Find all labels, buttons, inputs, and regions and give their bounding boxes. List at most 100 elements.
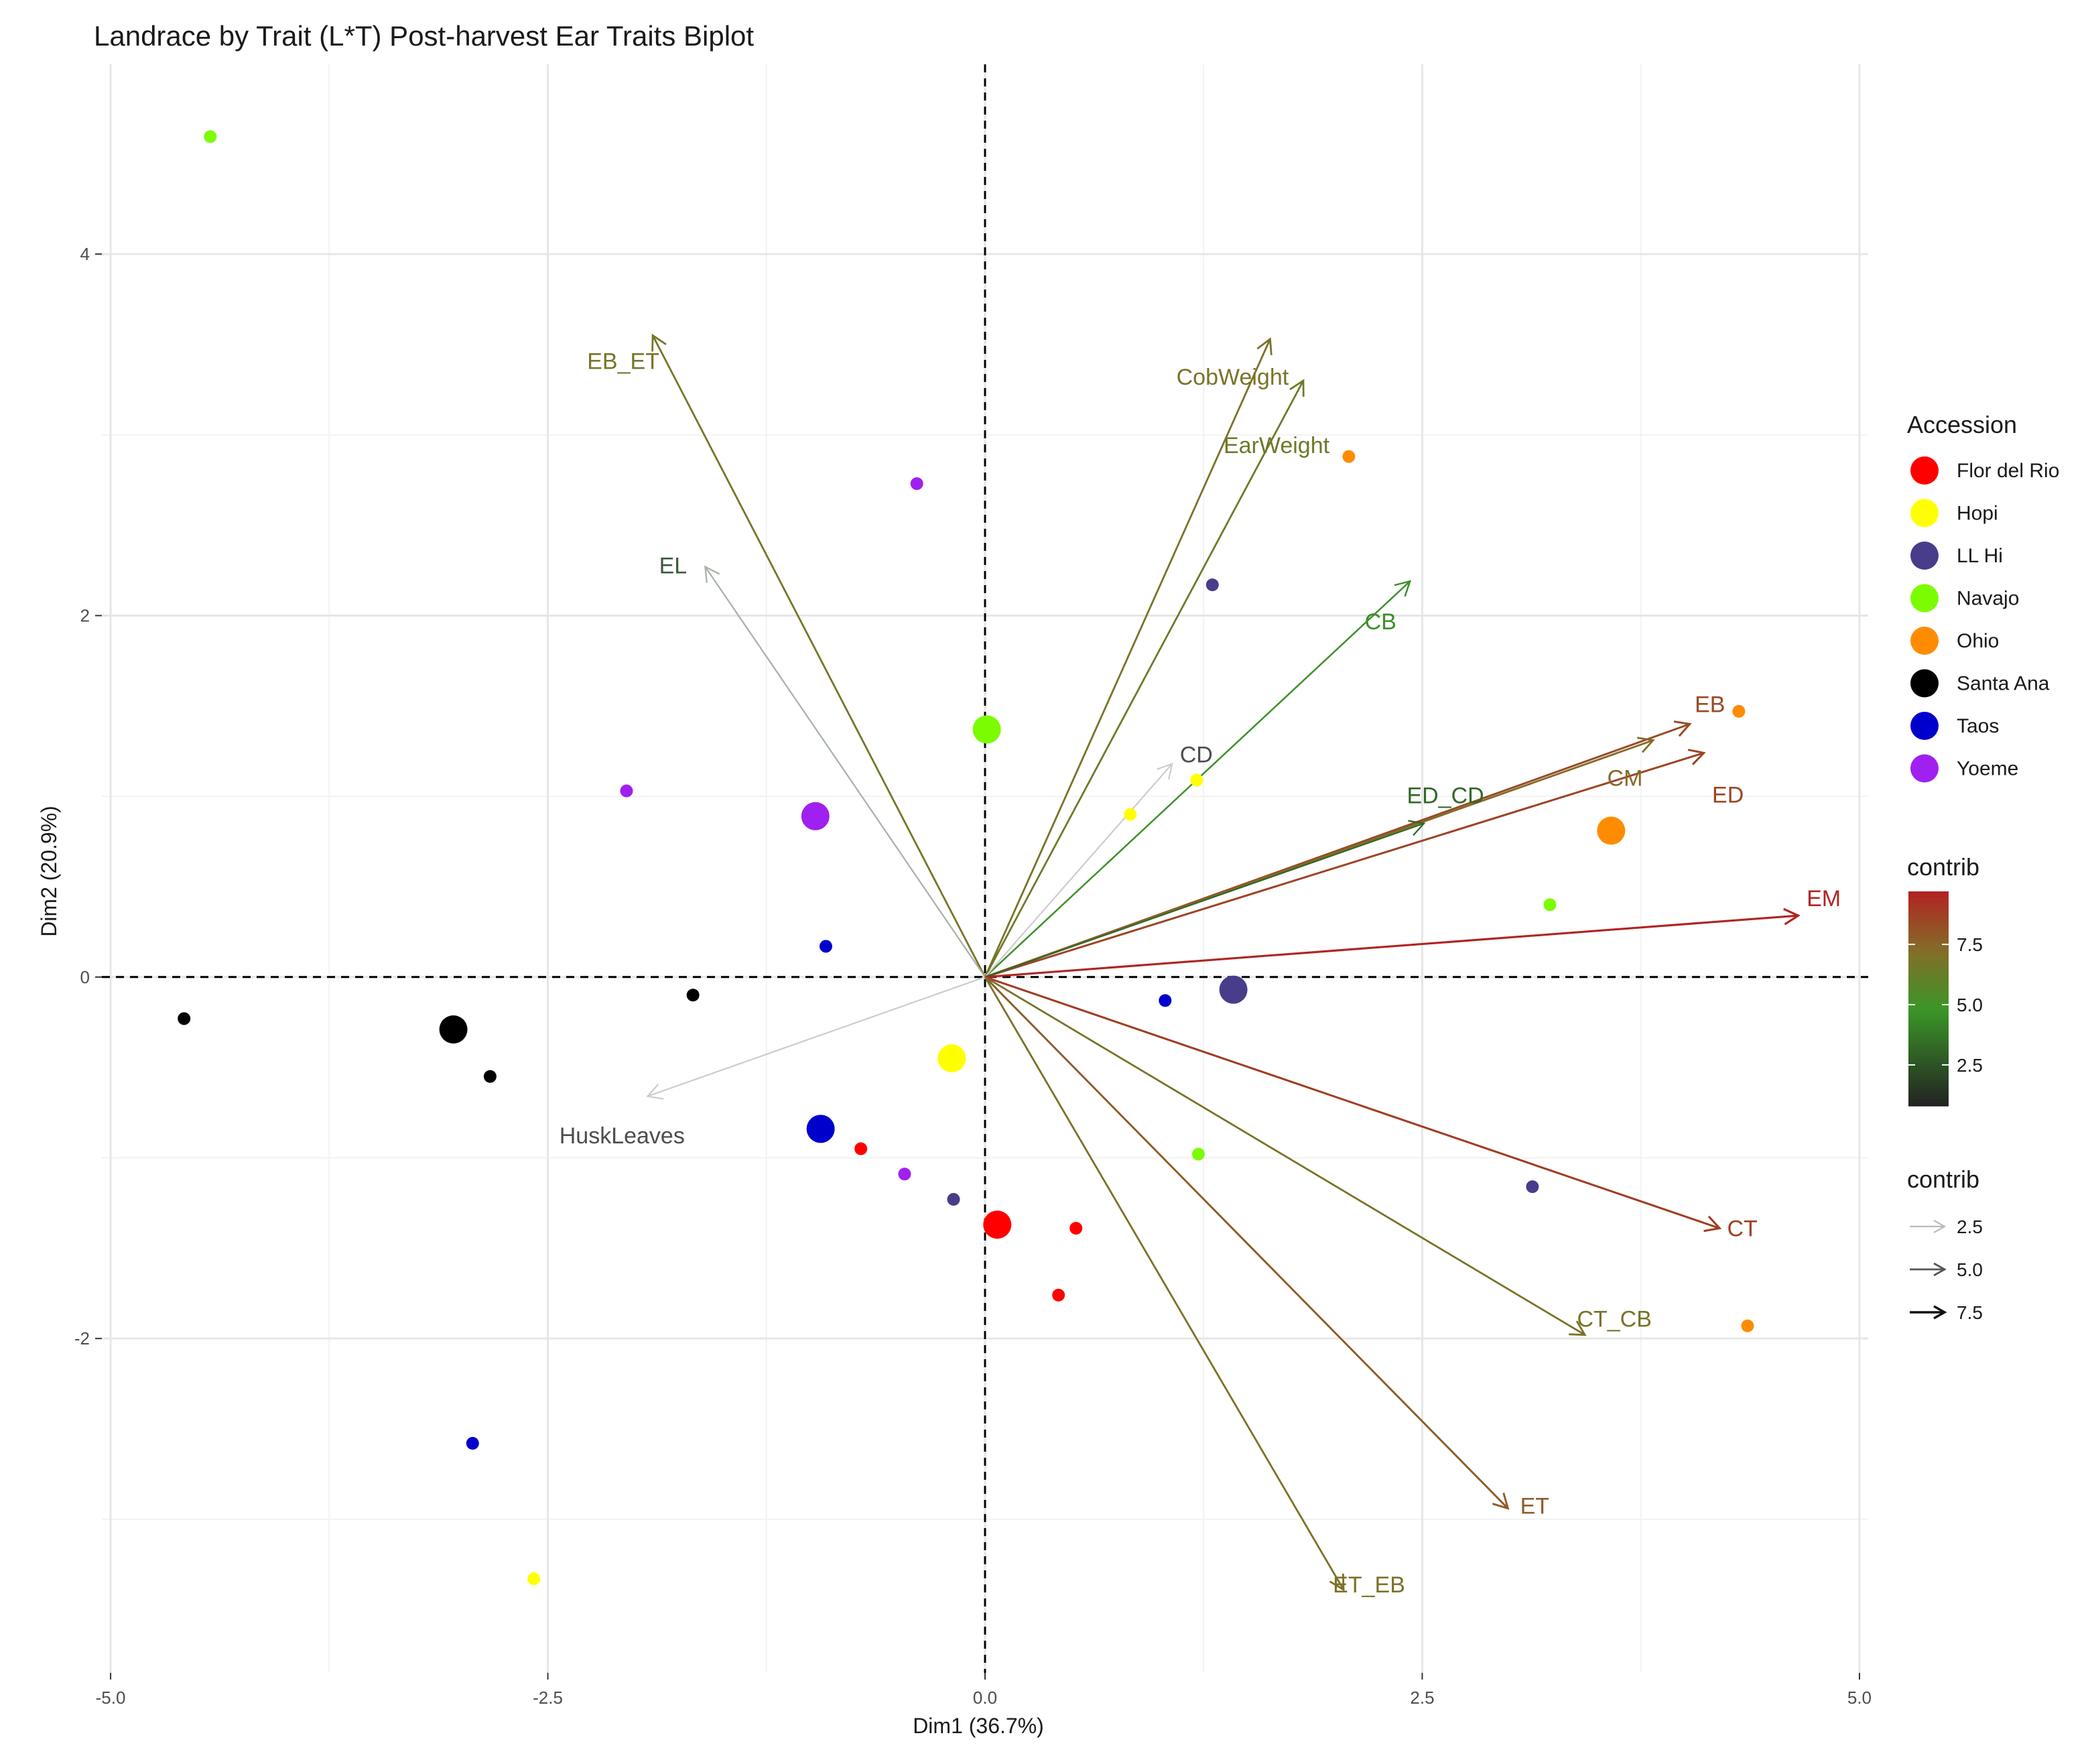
- colorbar-segment-59: [1908, 1089, 1949, 1093]
- arrow-earweight: [984, 380, 1305, 978]
- variable-label-eb: EB: [1695, 692, 1725, 717]
- colorbar-segment-37: [1908, 1015, 1949, 1019]
- arrow-cd: [984, 763, 1173, 978]
- colorbar-segment-61: [1908, 1096, 1949, 1100]
- arrow-et: [984, 976, 1509, 1509]
- legend-width-label-1: 5.0: [1957, 1259, 1983, 1280]
- colorbar-segment-6: [1908, 911, 1949, 916]
- arrowhead-et-eb: [1329, 1573, 1345, 1592]
- colorbar-segment-35: [1908, 1009, 1949, 1013]
- colorbar-segment-24: [1908, 972, 1949, 976]
- colorbar-segment-43: [1908, 1035, 1949, 1040]
- y-tick-label-3: 4: [80, 244, 90, 264]
- point-ll-hi-16: [947, 1192, 960, 1206]
- arrow-ct-cb: [984, 976, 1585, 1336]
- centroid-ohio: [1597, 816, 1626, 845]
- colorbar-segment-56: [1908, 1079, 1949, 1083]
- centroid-santa-ana: [439, 1015, 468, 1044]
- legend-key-taos: [1910, 712, 1939, 740]
- colorbar-segment-32: [1908, 999, 1949, 1003]
- legend-key-ohio: [1910, 627, 1939, 655]
- point-flor-del-rio-19: [1052, 1288, 1065, 1302]
- variable-label-ct-cb: CT_CB: [1577, 1307, 1651, 1332]
- x-tick-label-4: 5.0: [1847, 1688, 1872, 1708]
- arrow-cobweight: [984, 338, 1271, 978]
- point-taos-22: [466, 1437, 479, 1450]
- arrowhead-huskleaves: [646, 1084, 664, 1100]
- arrowhead-cd: [1157, 762, 1173, 780]
- variable-label-cobweight: CobWeight: [1177, 365, 1289, 390]
- arrowhead-cobweight: [1256, 337, 1273, 355]
- point-yoeme-15: [898, 1168, 911, 1181]
- y-axis-label: Dim2 (20.9%): [37, 806, 61, 937]
- colorbar-segment-47: [1908, 1049, 1949, 1053]
- point-ohio-21: [1741, 1319, 1754, 1332]
- colorbar-segment-21: [1908, 962, 1949, 966]
- point-navajo-0: [204, 130, 217, 143]
- colorbar-segment-44: [1908, 1039, 1949, 1043]
- point-flor-del-rio-14: [854, 1142, 868, 1155]
- colorbar-segment-16: [1908, 945, 1949, 949]
- colorbar-segment-40: [1908, 1025, 1949, 1029]
- point-navajo-17: [1191, 1147, 1205, 1161]
- colorbar-segment-17: [1908, 948, 1949, 952]
- arrowhead-cb: [1394, 580, 1412, 597]
- colorbar-segment-28: [1908, 985, 1949, 989]
- observation-points: [178, 130, 1754, 1586]
- colorbar-segment-41: [1908, 1029, 1949, 1033]
- point-taos-13: [1159, 994, 1172, 1007]
- colorbar-segment-2: [1908, 898, 1949, 902]
- colorbar-segment-4: [1908, 905, 1949, 909]
- legend-label-taos: Taos: [1957, 715, 1999, 737]
- arrowhead-eb: [1673, 720, 1692, 737]
- colorbar-segment-50: [1908, 1059, 1949, 1063]
- variable-label-cd: CD: [1180, 743, 1213, 768]
- arrow-eb-et: [651, 334, 986, 978]
- arrowhead-ed: [1687, 749, 1706, 765]
- variable-label-ed-cd: ED_CD: [1407, 783, 1484, 809]
- colorbar-segment-58: [1908, 1086, 1949, 1090]
- arrow-ct: [984, 976, 1720, 1230]
- legend-width-items: 2.5 5.0 7.5: [1910, 1216, 1983, 1323]
- centroid-hopi: [937, 1044, 966, 1073]
- x-tick-label-0: -5.0: [96, 1688, 126, 1708]
- variable-label-el: EL: [659, 554, 688, 579]
- colorbar-segment-15: [1908, 942, 1949, 946]
- colorbar-segment-14: [1908, 938, 1949, 942]
- legend-contrib-color-title: contrib: [1907, 853, 1979, 881]
- legend-key-santa-ana: [1910, 669, 1939, 698]
- colorbar-segment-12: [1908, 932, 1949, 936]
- colorbar-segment-60: [1908, 1092, 1949, 1096]
- colorbar-segment-63: [1908, 1102, 1949, 1107]
- colorbar-segment-45: [1908, 1042, 1949, 1046]
- arrow-ed-cd: [984, 822, 1425, 978]
- point-flor-del-rio-18: [1069, 1222, 1083, 1235]
- legend-width-head-1: [1933, 1262, 1947, 1277]
- x-axis: -5.0 -2.5 0.0 2.5 5.0: [96, 1673, 1872, 1708]
- arrow-huskleaves: [647, 976, 986, 1097]
- colorbar-segment-51: [1908, 1062, 1949, 1066]
- colorbar-segment-22: [1908, 965, 1949, 969]
- arrowhead-et: [1492, 1493, 1510, 1510]
- colorbar-segment-49: [1908, 1056, 1949, 1060]
- arrowhead-ed-cd: [1408, 820, 1426, 836]
- legend-label-ll-hi: LL Hi: [1957, 545, 2003, 567]
- variable-label-ct: CT: [1727, 1216, 1757, 1242]
- legend-label-hopi: Hopi: [1957, 503, 1998, 525]
- legend-key-hopi: [1910, 499, 1939, 527]
- point-santa-ana-12: [483, 1070, 497, 1083]
- variable-label-em: EM: [1807, 886, 1841, 911]
- colorbar-segment-27: [1908, 982, 1949, 986]
- point-navajo-8: [1543, 898, 1557, 911]
- arrowhead-ct-cb: [1569, 1320, 1587, 1336]
- point-yoeme-1: [910, 477, 923, 491]
- legend-width-label-0: 2.5: [1957, 1216, 1983, 1237]
- colorbar-segment-1: [1908, 895, 1949, 899]
- y-tick-label-0: -2: [74, 1328, 90, 1348]
- variable-label-ed: ED: [1712, 782, 1744, 808]
- colorbar-segment-33: [1908, 1002, 1949, 1006]
- colorbar-segment-25: [1908, 975, 1949, 979]
- arrow-et-eb: [984, 976, 1345, 1590]
- colorbar-segment-18: [1908, 952, 1949, 956]
